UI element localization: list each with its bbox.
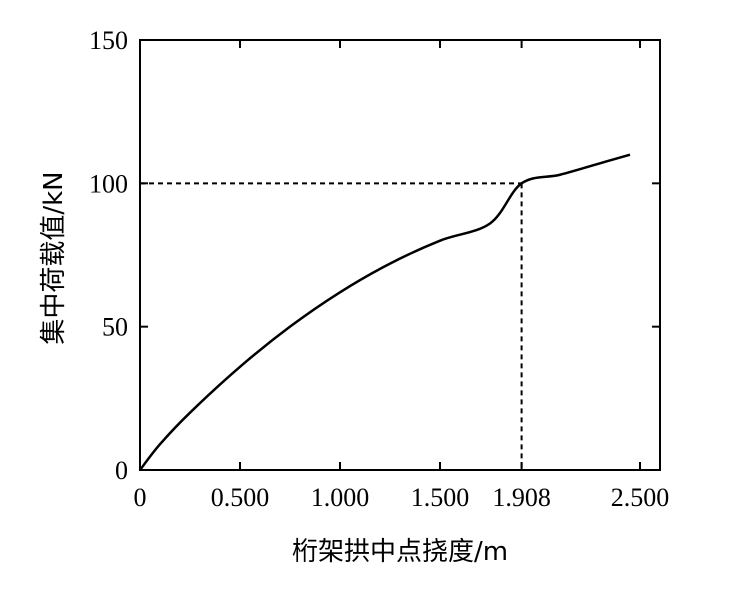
x-tick-label: 2.500 (611, 483, 670, 512)
y-axis-ticks: 0 50 100 150 (89, 26, 660, 485)
y-tick-label: 50 (102, 313, 128, 342)
x-axis-ticks: 0 0.500 1.000 1.500 1.908 2.500 (134, 40, 670, 512)
x-tick-label: 0 (134, 483, 147, 512)
y-tick-label: 0 (115, 456, 128, 485)
reference-lines (140, 182, 523, 470)
series-line (139, 153, 631, 471)
x-tick-label: 1.000 (311, 483, 370, 512)
x-tick-label: 0.500 (211, 483, 270, 512)
x-tick-label: 1.500 (411, 483, 470, 512)
x-tick-label: 1.908 (492, 483, 551, 512)
plot-frame (139, 39, 661, 471)
y-axis-label: 集中荷载值/kN (39, 171, 69, 344)
x-axis-label: 桁架拱中点挠度/m (292, 537, 508, 567)
y-tick-label: 100 (89, 169, 128, 198)
y-tick-label: 150 (89, 26, 128, 55)
